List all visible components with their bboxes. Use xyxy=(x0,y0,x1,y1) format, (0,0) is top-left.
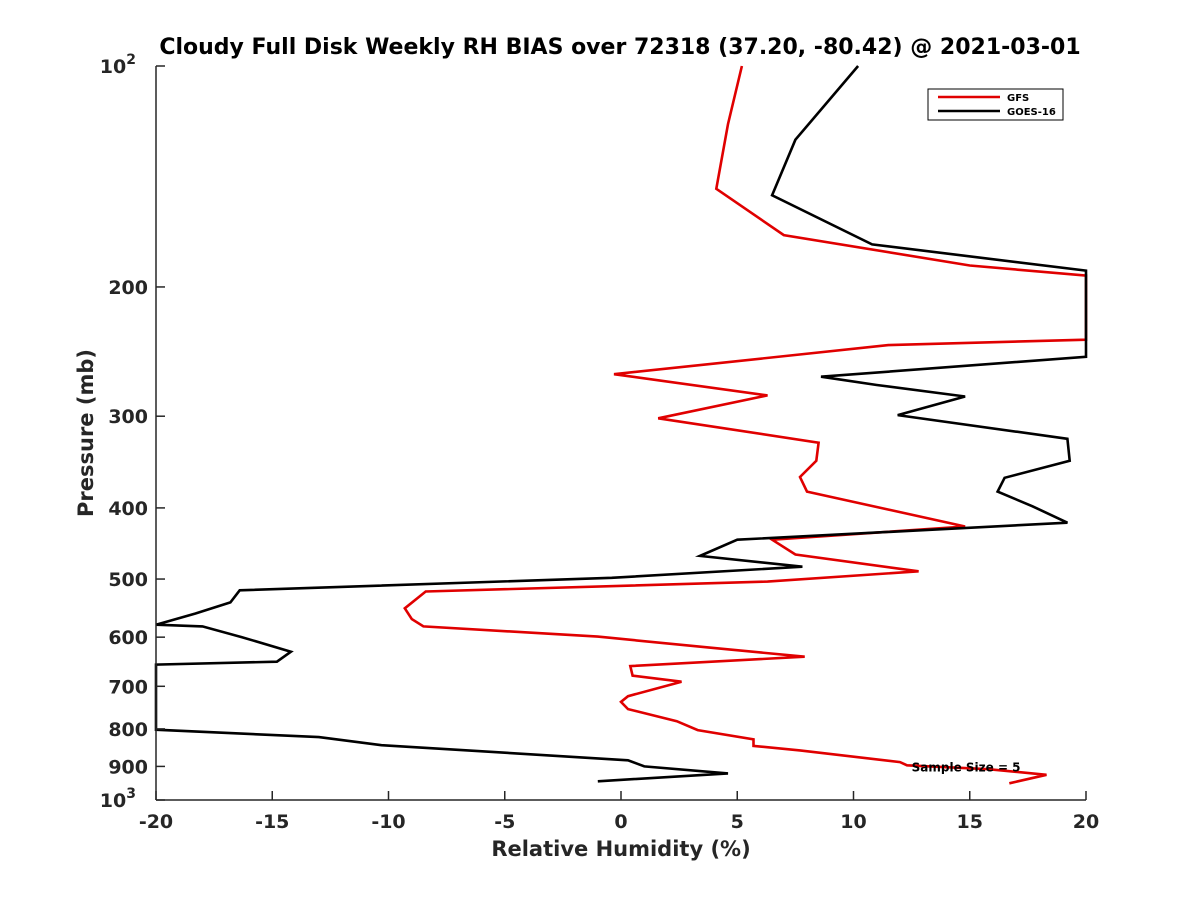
chart-title: Cloudy Full Disk Weekly RH BIAS over 723… xyxy=(159,35,1080,60)
x-tick-label: 0 xyxy=(614,811,627,833)
x-tick-label: -10 xyxy=(371,811,405,833)
x-tick-label: 10 xyxy=(840,811,866,833)
y-tick-label: 700 xyxy=(108,676,148,698)
y-tick-label: 600 xyxy=(108,627,148,649)
y-ticks: 102 200 300 400 500 600 700 800 900 103 xyxy=(100,52,165,812)
plot-area xyxy=(156,66,1086,800)
legend-label-goes-16: GOES-16 xyxy=(1007,107,1056,118)
sample-size-annotation: Sample Size = 5 xyxy=(912,760,1021,774)
y-tick-label: 200 xyxy=(108,277,148,299)
legend: GFS GOES-16 xyxy=(927,88,1064,121)
legend-box xyxy=(927,88,1064,121)
y-tick-label: 300 xyxy=(108,406,148,428)
legend-label-gfs: GFS xyxy=(1007,93,1029,104)
x-tick-label: -15 xyxy=(255,811,289,833)
y-tick-label: 800 xyxy=(108,719,148,741)
series-line-goes-16 xyxy=(154,65,1088,783)
x-ticks: -20 -15 -10 -5 0 5 10 15 20 xyxy=(139,791,1099,833)
series-layer xyxy=(154,65,1088,785)
y-tick-label: 103 xyxy=(100,786,136,812)
x-tick-label: 20 xyxy=(1073,811,1099,833)
x-tick-label: -5 xyxy=(494,811,515,833)
y-axis-label: Pressure (mb) xyxy=(74,349,98,517)
y-tick-label: 400 xyxy=(108,498,148,520)
y-tick-label: 900 xyxy=(108,756,148,778)
y-tick-label: 500 xyxy=(108,569,148,591)
y-tick-label: 102 xyxy=(100,52,136,78)
x-tick-label: 15 xyxy=(957,811,983,833)
x-tick-label: -20 xyxy=(139,811,173,833)
series-line-gfs xyxy=(403,65,1088,785)
x-tick-label: 5 xyxy=(731,811,744,833)
x-axis-label: Relative Humidity (%) xyxy=(491,837,750,861)
